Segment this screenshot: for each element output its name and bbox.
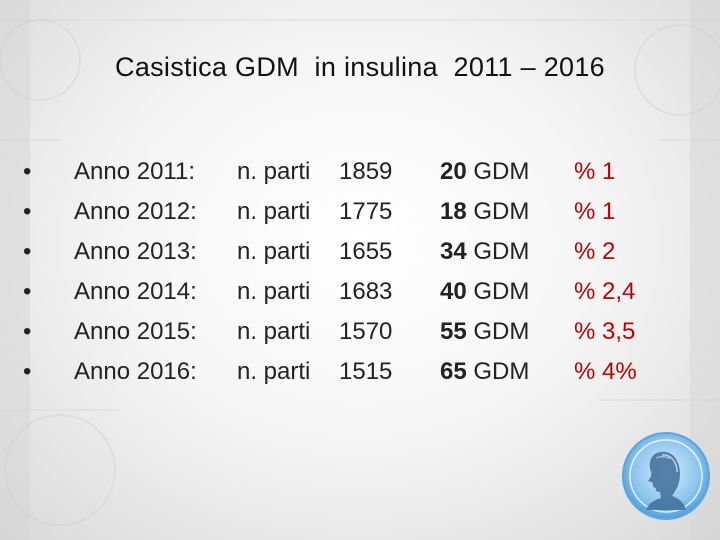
bullet: • — [23, 198, 32, 225]
portrait-medallion-logo-icon — [622, 432, 710, 520]
gdm-cell: 55 GDM — [440, 312, 529, 352]
parti-label: n. parti — [237, 198, 311, 225]
gdm-label: GDM — [466, 198, 530, 225]
gdm-label: GDM — [466, 158, 530, 185]
gdm-label: GDM — [466, 358, 530, 385]
parti-label: n. parti — [237, 318, 311, 345]
gdm-cell: 40 GDM — [440, 272, 529, 312]
list-item: • Anno 2013: n. parti 1655 34 GDM % 2 — [0, 232, 720, 272]
list-item: • Anno 2011: n. parti 1859 20 GDM % 1 — [0, 152, 720, 192]
parti-count: 1859 — [339, 158, 393, 185]
bullet: • — [23, 358, 32, 385]
parti-count: 1570 — [339, 318, 393, 345]
percent-value: % 2 — [574, 238, 616, 265]
percent-value: % 1 — [574, 198, 616, 225]
list-item: • Anno 2016: n. parti 1515 65 GDM % 4% — [0, 352, 720, 392]
gdm-cell: 65 GDM — [440, 352, 529, 392]
list-item: • Anno 2015: n. parti 1570 55 GDM % 3,5 — [0, 312, 720, 352]
list-item: • Anno 2012: n. parti 1775 18 GDM % 1 — [0, 192, 720, 232]
year-label: Anno 2016: — [74, 358, 197, 385]
parti-label: n. parti — [237, 238, 311, 265]
parti-count: 1683 — [339, 278, 393, 305]
year-label: Anno 2013: — [74, 238, 197, 265]
year-label: Anno 2015: — [74, 318, 197, 345]
parti-label: n. parti — [237, 158, 311, 185]
parti-label: n. parti — [237, 278, 311, 305]
gdm-count: 18 — [440, 198, 467, 225]
gdm-cell: 18 GDM — [440, 192, 529, 232]
gdm-count: 65 — [440, 358, 467, 385]
bullet: • — [23, 318, 32, 345]
percent-value: % 3,5 — [574, 318, 636, 345]
year-label: Anno 2011: — [74, 158, 195, 185]
year-label: Anno 2014: — [74, 278, 197, 305]
slide-title: Casistica GDM in insulina 2011 – 2016 — [115, 52, 605, 82]
percent-value: % 4% — [574, 358, 637, 385]
year-label: Anno 2012: — [74, 198, 197, 225]
percent-value: % 1 — [574, 158, 616, 185]
bullet: • — [23, 158, 32, 185]
gdm-count: 20 — [440, 158, 467, 185]
gdm-label: GDM — [466, 318, 530, 345]
gdm-count: 55 — [440, 318, 467, 345]
list-item: • Anno 2014: n. parti 1683 40 GDM % 2,4 — [0, 272, 720, 312]
gdm-cell: 34 GDM — [440, 232, 529, 272]
parti-label: n. parti — [237, 358, 311, 385]
gdm-count: 34 — [440, 238, 467, 265]
bullet: • — [23, 238, 32, 265]
parti-count: 1775 — [339, 198, 393, 225]
parti-count: 1515 — [339, 358, 393, 385]
bullet: • — [23, 278, 32, 305]
gdm-label: GDM — [466, 278, 530, 305]
gdm-count: 40 — [440, 278, 467, 305]
percent-value: % 2,4 — [574, 278, 636, 305]
gdm-cell: 20 GDM — [440, 152, 529, 192]
parti-count: 1655 — [339, 238, 393, 265]
gdm-label: GDM — [466, 238, 530, 265]
